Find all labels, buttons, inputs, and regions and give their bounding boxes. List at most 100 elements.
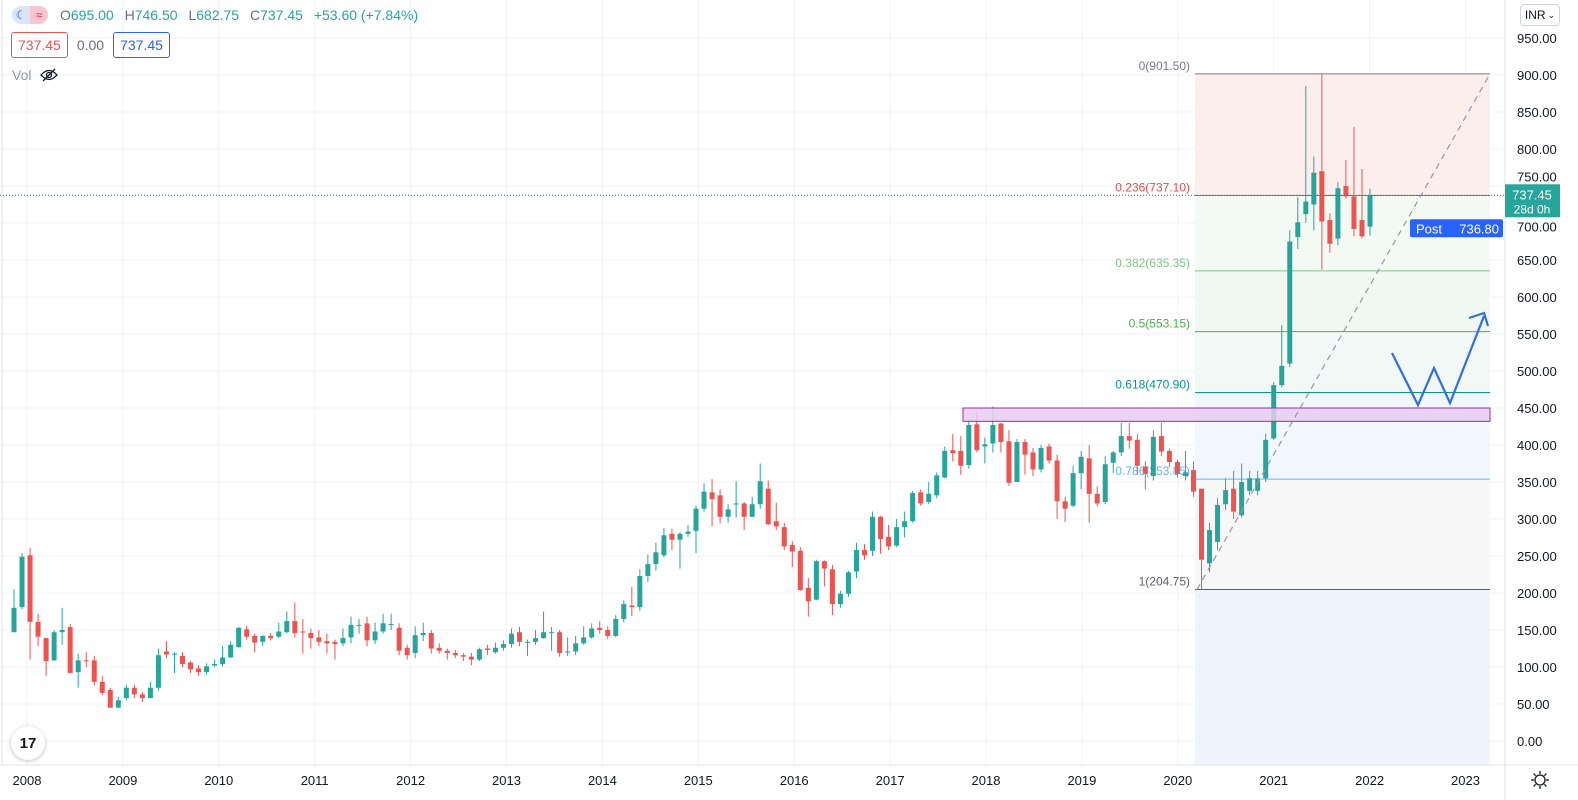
- post-market-value: 736.80: [1459, 221, 1499, 236]
- candle-body: [163, 651, 169, 655]
- close-label: C: [249, 7, 261, 23]
- volume-indicator[interactable]: Vol: [12, 67, 59, 83]
- candle: [1094, 486, 1100, 507]
- y-tick-label: 200.00: [1517, 586, 1557, 601]
- candle: [492, 642, 498, 654]
- candle: [404, 644, 410, 660]
- fib-zone-fill: [1195, 331, 1490, 393]
- currency-dropdown[interactable]: INR ⌄: [1520, 4, 1560, 26]
- candle: [1054, 454, 1060, 519]
- candle: [621, 600, 627, 623]
- candle-body: [500, 644, 506, 648]
- candle-body: [1062, 501, 1068, 509]
- candle-body: [1311, 172, 1317, 205]
- candle: [179, 652, 185, 667]
- candle: [428, 630, 434, 654]
- y-tick-label: 750.00: [1517, 169, 1557, 184]
- candle-body: [613, 618, 619, 636]
- candle: [797, 547, 803, 591]
- candle: [878, 516, 884, 554]
- candle-body: [1126, 436, 1132, 441]
- candle: [396, 623, 402, 656]
- fibonacci-retracement[interactable]: 0(901.50) 0.236(737.10) 0.382(635.35) 0.5(5…: [1115, 59, 1490, 765]
- candle: [292, 602, 298, 638]
- candle-body: [829, 569, 835, 605]
- candle: [765, 480, 771, 525]
- post-market-label: Post: [1416, 221, 1442, 236]
- candle: [669, 528, 675, 551]
- fib-zone-fill: [1195, 270, 1490, 332]
- y-tick-label: 500.00: [1517, 364, 1557, 379]
- sell-price-button[interactable]: 737.45: [11, 32, 68, 58]
- candle: [1239, 463, 1245, 518]
- settings-icon[interactable]: [1530, 770, 1550, 790]
- fib-level-label: 0(901.50): [1139, 59, 1190, 73]
- candle: [420, 622, 426, 642]
- open-value: 695.00: [70, 7, 114, 23]
- candle: [725, 504, 731, 523]
- candle-body: [171, 653, 177, 655]
- candle-body: [404, 647, 410, 656]
- candle-body: [1118, 436, 1124, 453]
- candle-body: [75, 660, 81, 673]
- candle-body: [557, 632, 563, 653]
- candle-body: [476, 649, 482, 660]
- candle: [163, 641, 169, 659]
- candle-body: [1207, 530, 1213, 564]
- open-label: O: [60, 7, 71, 23]
- chart-mode-toggle[interactable]: ☾ ≈: [12, 6, 48, 24]
- candle-body: [1022, 442, 1028, 455]
- candle: [372, 622, 378, 645]
- candle: [525, 639, 531, 656]
- buy-price-button[interactable]: 737.45: [113, 32, 170, 58]
- candle-body: [1239, 482, 1245, 516]
- candle: [188, 661, 194, 673]
- candle: [356, 618, 362, 634]
- low-value: 682.75: [196, 7, 240, 23]
- candle-body: [685, 531, 691, 534]
- x-tick-label: 2016: [780, 773, 809, 788]
- candle: [300, 618, 306, 654]
- candle: [27, 547, 33, 660]
- candle-body: [51, 632, 57, 661]
- candle: [1367, 188, 1373, 236]
- candle: [244, 625, 250, 640]
- candle-body: [1174, 462, 1180, 474]
- ohlc-legend: ☾ ≈ O695.00 H746.50 L682.75 C737.45 +53.…: [12, 6, 425, 24]
- candle: [998, 422, 1004, 453]
- candle-body: [59, 630, 65, 633]
- candle-body: [1223, 490, 1229, 505]
- candle-body: [1110, 452, 1116, 463]
- candle: [1287, 230, 1293, 368]
- candle: [645, 554, 651, 582]
- candle-body: [1263, 439, 1269, 479]
- y-tick-label: 350.00: [1517, 475, 1557, 490]
- candle: [950, 433, 956, 462]
- candle-body: [516, 632, 522, 642]
- candle-body: [1287, 241, 1293, 364]
- wave-icon[interactable]: ≈: [30, 6, 48, 24]
- candle-body: [1142, 466, 1148, 474]
- y-tick-label: 800.00: [1517, 142, 1557, 157]
- candle: [388, 613, 394, 630]
- candle: [444, 648, 450, 660]
- candle: [1351, 126, 1357, 237]
- tradingview-logo[interactable]: 17: [11, 726, 45, 760]
- eye-off-icon[interactable]: [40, 68, 59, 82]
- candle: [43, 638, 49, 676]
- candle-body: [1231, 488, 1237, 512]
- candle-body: [845, 572, 851, 594]
- moon-icon[interactable]: ☾: [12, 6, 30, 24]
- candle-body: [1367, 195, 1373, 227]
- drawings[interactable]: [0, 73, 1505, 590]
- candle-body: [765, 488, 771, 525]
- candle-body: [677, 533, 683, 540]
- candle-body: [460, 655, 466, 657]
- candle: [1359, 168, 1365, 239]
- candle-body: [340, 638, 346, 644]
- x-tick-label: 2015: [684, 773, 713, 788]
- candle: [926, 482, 932, 505]
- candle-body: [1046, 446, 1052, 461]
- candle: [452, 649, 458, 659]
